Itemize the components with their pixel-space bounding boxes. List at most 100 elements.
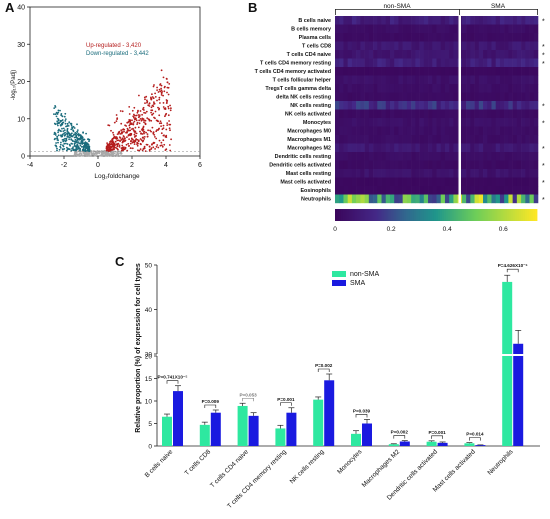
colorbar-segment	[442, 209, 445, 221]
heatmap-cell	[474, 186, 480, 195]
heatmap-cell	[483, 50, 488, 59]
heatmap-cell	[491, 177, 497, 187]
heatmap-cell	[373, 92, 378, 102]
heatmap-cell	[360, 109, 365, 119]
heatmap-cell	[508, 160, 513, 170]
heatmap-cell	[368, 126, 374, 136]
heatmap-cell	[478, 33, 484, 42]
heatmap-cell	[351, 50, 357, 59]
heatmap-cell	[533, 169, 539, 178]
volcano-y-tick-label: 40	[17, 5, 25, 12]
heatmap-cell	[415, 143, 420, 153]
colorbar-segment	[337, 209, 340, 221]
heatmap-cell	[389, 16, 395, 25]
heatmap-cell	[474, 24, 480, 34]
bar-y-tick-label: 0	[148, 443, 152, 450]
volcano-point-up	[156, 89, 159, 91]
heatmap-cell	[356, 84, 361, 93]
volcano-point-up	[139, 110, 142, 112]
volcano-y-axis-label: -log₁₀(Padj)	[11, 70, 17, 101]
heatmap-cell	[499, 41, 505, 51]
heatmap-cell	[516, 169, 522, 178]
heatmap-cell	[466, 92, 471, 102]
heatmap-cell	[474, 177, 480, 187]
heatmap-cell	[478, 118, 484, 127]
heatmap-row-label: NK cells activated	[285, 112, 331, 118]
heatmap-cell	[428, 160, 433, 170]
volcano-point-ns	[117, 152, 120, 155]
volcano-point-up	[146, 133, 149, 136]
volcano-point-down	[75, 147, 78, 150]
heatmap-cell	[440, 16, 446, 25]
heatmap-cell	[474, 33, 480, 42]
heatmap-cell	[398, 169, 403, 178]
heatmap-cell	[343, 16, 348, 25]
heatmap-cell	[444, 143, 450, 153]
heatmap-cell	[389, 194, 395, 204]
heatmap-cell	[491, 126, 497, 136]
heatmap-cell	[381, 50, 387, 59]
heatmap-cell	[533, 24, 539, 34]
heatmap-cell	[364, 33, 370, 42]
heatmap-cell	[343, 118, 348, 127]
colorbar-segment	[514, 209, 518, 221]
heatmap-cell	[351, 41, 357, 51]
heatmap-cell	[461, 152, 467, 161]
heatmap-cell	[466, 152, 471, 161]
heatmap-cell	[504, 135, 509, 144]
volcano-point-up	[112, 134, 115, 136]
volcano-point-up	[128, 113, 131, 115]
volcano-point-up	[152, 131, 155, 134]
heatmap-row-label: T cells CD4 naive	[287, 52, 331, 58]
heatmap-cell	[402, 169, 408, 178]
heatmap-cell	[381, 24, 387, 34]
heatmap-cell	[356, 67, 361, 76]
heatmap-cell	[351, 177, 357, 187]
heatmap-cell	[423, 24, 429, 34]
volcano-point-up	[153, 134, 156, 136]
heatmap-cell	[381, 118, 387, 127]
heatmap-cell	[529, 92, 535, 102]
volcano-point-down	[76, 123, 78, 126]
heatmap-cell	[453, 143, 458, 153]
heatmap-cell	[377, 58, 382, 68]
heatmap-cell	[377, 109, 382, 119]
heatmap-cell	[428, 169, 433, 178]
volcano-point-down	[63, 132, 65, 135]
heatmap-cell	[415, 67, 420, 76]
heatmap-cell	[415, 16, 420, 25]
heatmap-significance-marks: **********	[542, 18, 545, 203]
heatmap-cell	[411, 58, 416, 68]
volcano-point-up	[129, 129, 132, 132]
heatmap-cell	[335, 101, 340, 110]
volcano-point-down	[63, 139, 65, 142]
volcano-point-down	[71, 139, 74, 142]
volcano-point-up	[129, 120, 132, 122]
heatmap-cell	[461, 84, 467, 93]
heatmap-cell	[402, 75, 408, 85]
heatmap-cell	[411, 126, 416, 136]
colorbar-segment	[365, 209, 368, 221]
volcano-point-down	[58, 128, 60, 131]
heatmap-cell	[512, 75, 518, 85]
heatmap-cell	[411, 135, 416, 144]
volcano-point-ns	[100, 154, 103, 157]
heatmap-cell	[373, 58, 378, 68]
heatmap-cell	[436, 135, 442, 144]
volcano-point-up	[139, 138, 142, 140]
heatmap-cell	[483, 194, 488, 204]
heatmap-cell	[521, 75, 526, 85]
heatmap-cell	[351, 84, 357, 93]
heatmap-cell	[466, 126, 471, 136]
volcano-point-up	[166, 91, 168, 94]
volcano-point-up	[141, 119, 144, 121]
heatmap-cell	[335, 58, 340, 68]
colorbar-segment	[452, 209, 455, 221]
heatmap-cell	[440, 75, 446, 85]
heatmap-cell	[377, 41, 382, 51]
volcano-point-up	[150, 119, 153, 122]
heatmap-cell	[529, 101, 535, 110]
volcano-point-up	[138, 115, 141, 118]
p-value-label: P=0.741X10⁻⁵	[158, 375, 188, 380]
volcano-point-up	[132, 123, 135, 126]
